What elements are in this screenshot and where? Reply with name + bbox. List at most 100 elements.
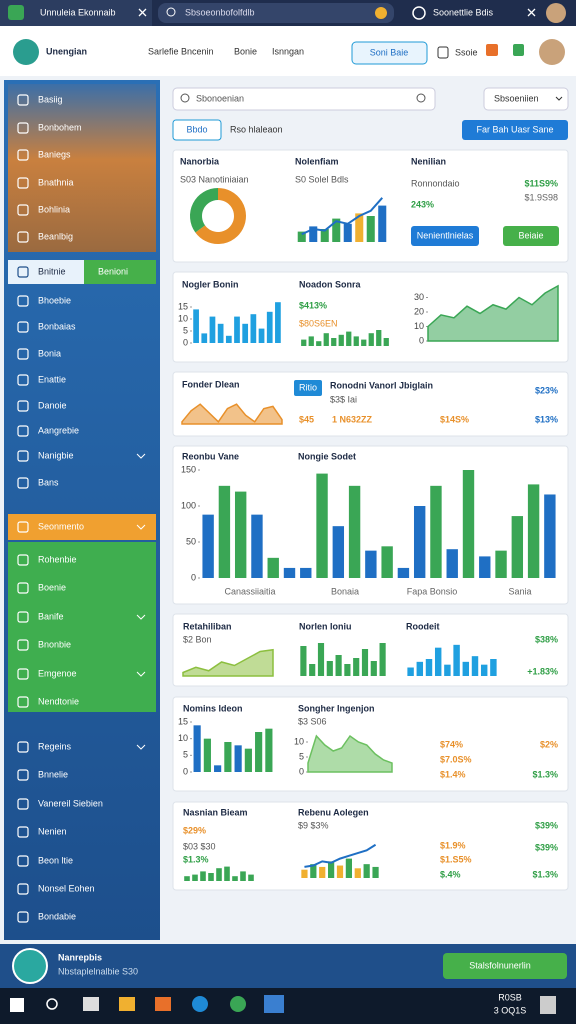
card-caption: $3 S06 [298, 716, 327, 726]
item-icon [17, 521, 29, 533]
search-icon[interactable] [46, 998, 58, 1010]
sidebar-item[interactable]: Enattie [38, 374, 66, 384]
bar [234, 745, 242, 772]
icon[interactable] [513, 44, 524, 56]
bar [376, 330, 382, 346]
bar [208, 873, 214, 881]
sidebar-item[interactable]: Aangrebie [38, 425, 79, 435]
bar [203, 738, 211, 772]
sidebar-item[interactable]: Nendtonie [38, 696, 79, 706]
item-icon [17, 911, 29, 923]
icon[interactable] [437, 46, 449, 59]
address-bar[interactable] [158, 3, 394, 23]
filter-dropdown[interactable] [483, 87, 569, 111]
search-box[interactable] [172, 87, 436, 111]
sidebar-item[interactable]: Bnonbie [38, 639, 71, 649]
sidebar-item[interactable]: Bonbohem [38, 122, 82, 132]
taskbar-icon[interactable] [264, 995, 284, 1013]
sidebar-item[interactable]: Bans [38, 477, 59, 487]
extension-icon[interactable] [375, 7, 387, 19]
sidebar-item[interactable]: Baniegs [38, 149, 71, 159]
sidebar-item[interactable]: Bohlinia [38, 204, 70, 214]
sidebar-item[interactable]: Beanlbig [38, 231, 73, 241]
sidebar-tab[interactable] [8, 260, 84, 284]
item-icon [17, 477, 29, 489]
sidebar-item[interactable]: Seonmento [38, 521, 84, 531]
tab-label[interactable]: Rso hlaleaon [230, 124, 283, 134]
header-button[interactable] [351, 41, 428, 65]
icon-label: Ssoie [455, 47, 478, 57]
taskbar-icon[interactable] [192, 996, 208, 1012]
button[interactable] [503, 226, 559, 246]
footer-avatar[interactable] [12, 948, 48, 984]
sidebar-item[interactable]: Bnathnia [38, 177, 74, 187]
search-icon [416, 93, 426, 103]
window-close[interactable] [527, 8, 536, 17]
bar [379, 643, 386, 676]
bar [495, 550, 507, 578]
card-caption: $3$ Iai [330, 394, 357, 404]
sidebar-item[interactable]: Nanigbie [38, 450, 74, 460]
clock-date: 3 OQ1S [494, 1005, 527, 1015]
card-caption: Ronnondaio [411, 178, 460, 188]
logo[interactable] [13, 39, 39, 65]
sidebar-item[interactable]: Emgenoe [38, 668, 77, 678]
sidebar-item[interactable]: Bnitnie [38, 266, 66, 276]
sidebar-item[interactable]: Nenien [38, 826, 67, 836]
card-title: Nolenfiam [295, 156, 339, 166]
sidebar-item[interactable]: Bonbaias [38, 321, 76, 331]
sidebar-tab[interactable] [84, 260, 156, 284]
nav-link[interactable]: Sarlefie Bncenin [148, 46, 214, 56]
bar [416, 661, 424, 676]
sidebar-item[interactable]: Bnnelie [38, 769, 68, 779]
sidebar-item[interactable]: Regeins [38, 741, 72, 751]
sidebar-item[interactable]: Vanereil Siebien [38, 798, 103, 808]
sidebar-item[interactable]: Danoie [38, 400, 67, 410]
y-tick-label: 100 [181, 500, 196, 510]
sidebar-item[interactable]: Banife [38, 611, 64, 621]
note: $13% [535, 414, 558, 424]
card-title: Roodeit [406, 621, 440, 631]
bar [471, 656, 479, 676]
bar [308, 336, 314, 346]
notification[interactable] [540, 996, 556, 1014]
chevron [555, 96, 563, 101]
action-button[interactable] [462, 120, 568, 140]
bar [372, 866, 379, 878]
sidebar-item[interactable]: Bonia [38, 348, 61, 358]
bar [214, 765, 222, 772]
nav-link[interactable]: Bonie [234, 46, 257, 56]
sidebar-item[interactable]: Basiig [38, 94, 63, 104]
sidebar-item[interactable]: Nonsel Eohen [38, 883, 95, 893]
user-avatar[interactable] [539, 39, 565, 65]
note: $1.9% [440, 840, 466, 850]
tab[interactable] [172, 119, 222, 141]
profile-icon[interactable] [412, 6, 426, 20]
taskbar-icon[interactable] [230, 996, 246, 1012]
sidebar-item[interactable]: Bondabie [38, 911, 76, 921]
footer-button[interactable] [443, 953, 567, 979]
bar [355, 213, 364, 242]
button[interactable] [411, 226, 479, 246]
sidebar-tab-label[interactable]: Benioni [98, 266, 128, 276]
y-tick-label: 150 [181, 464, 196, 474]
note: $39% [535, 842, 558, 852]
y-tick-label: 50 [186, 536, 196, 546]
taskbar-icon[interactable] [155, 997, 171, 1011]
bar [255, 732, 263, 772]
tab-close[interactable] [138, 8, 147, 17]
nav-link[interactable]: Isnngan [272, 46, 304, 56]
taskbar-icon[interactable] [83, 997, 99, 1011]
sidebar-item[interactable]: Beon ltie [38, 855, 73, 865]
sidebar-item[interactable]: Rohenbie [38, 554, 77, 564]
avatar[interactable] [546, 3, 566, 23]
taskbar-icon[interactable] [119, 997, 135, 1011]
start-button[interactable] [10, 998, 24, 1012]
sidebar-section[interactable] [8, 514, 156, 540]
sidebar-item[interactable]: Boenie [38, 582, 66, 592]
icon[interactable] [486, 44, 498, 56]
browser-tab[interactable] [0, 0, 152, 26]
bar [316, 473, 328, 578]
sidebar-item[interactable]: Bhoebie [38, 295, 71, 305]
